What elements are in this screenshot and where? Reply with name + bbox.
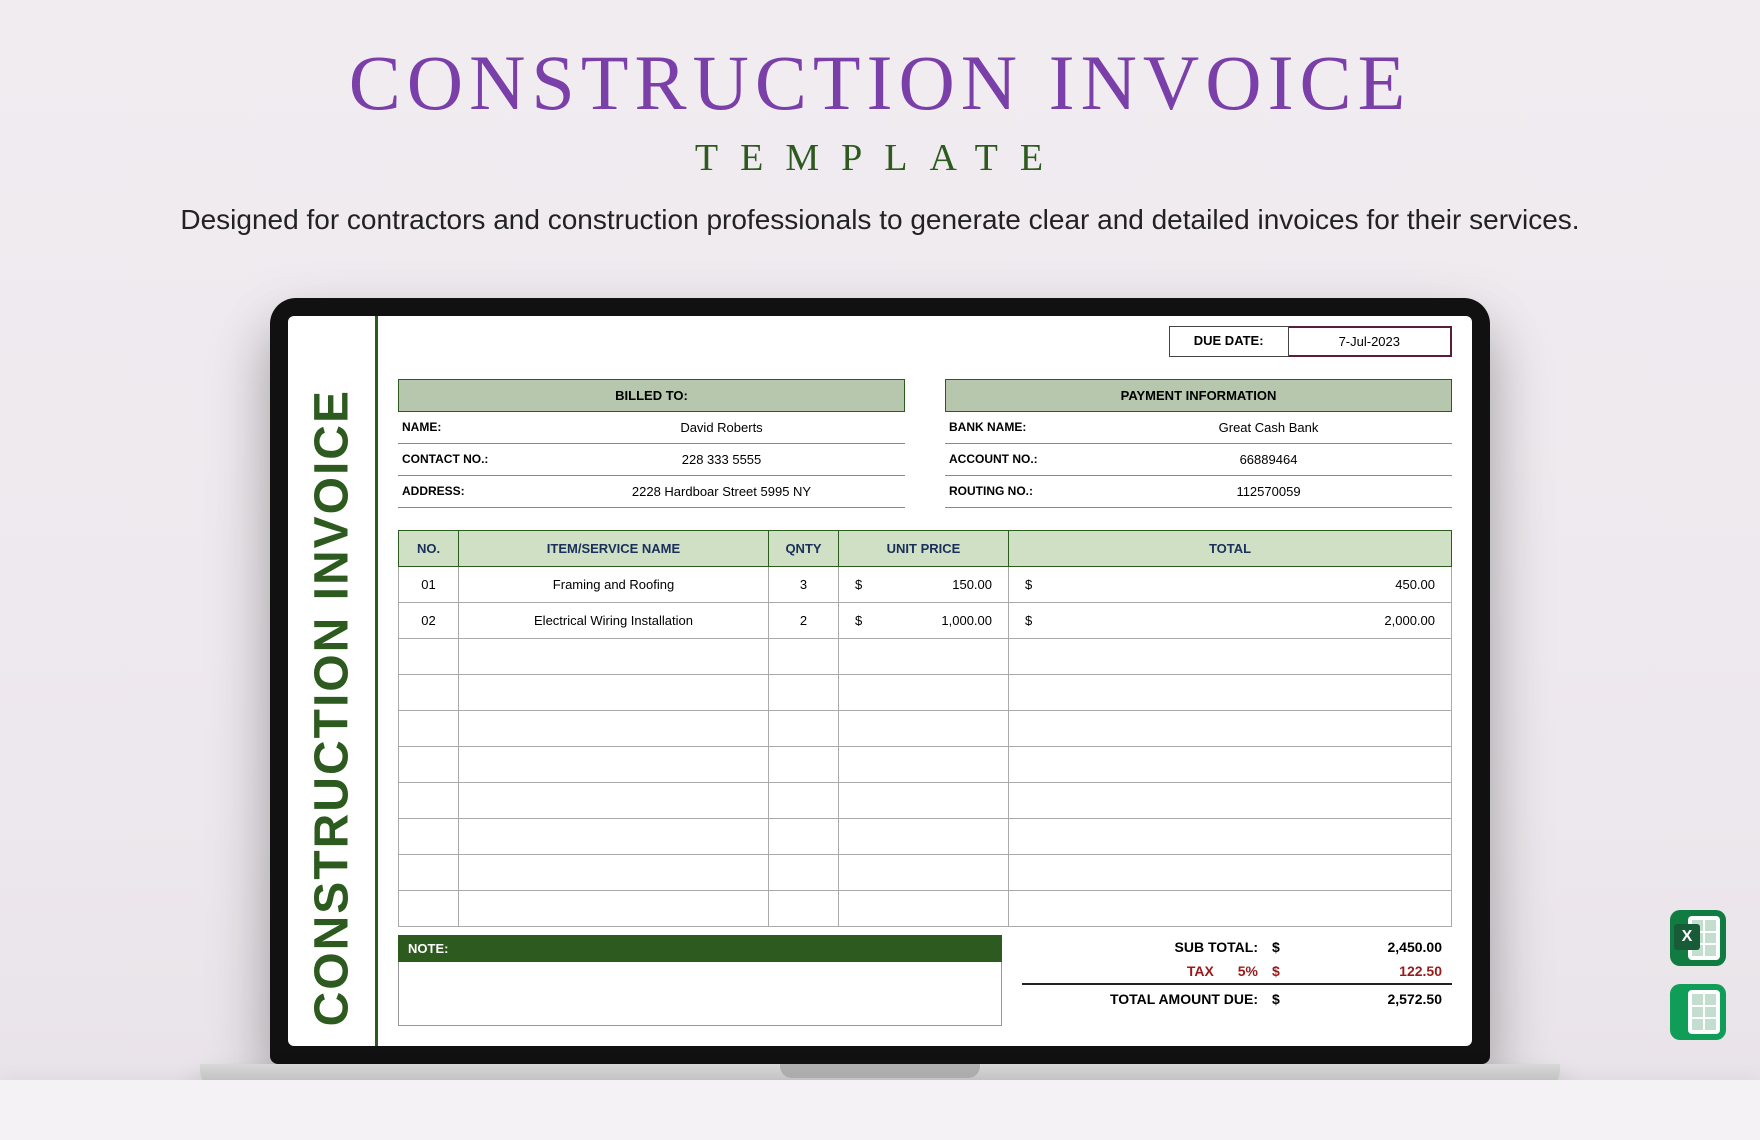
note-body <box>398 962 1002 1026</box>
payment-info-header: PAYMENT INFORMATION <box>945 379 1452 412</box>
field-label: ACCOUNT NO.: <box>945 444 1085 475</box>
col-no: NO. <box>399 531 459 567</box>
field-value: 112570059 <box>1085 476 1452 507</box>
tax-currency: $ <box>1272 963 1302 979</box>
table-row-empty <box>399 711 1452 747</box>
subtotal-currency: $ <box>1272 939 1302 955</box>
grand-label: TOTAL AMOUNT DUE: <box>1022 991 1272 1007</box>
totals-block: SUB TOTAL: $ 2,450.00 TAX 5% $ 122.5 <box>1022 935 1452 1026</box>
note-label: NOTE: <box>398 935 1002 962</box>
table-row-empty <box>399 783 1452 819</box>
payment-info-block: PAYMENT INFORMATION BANK NAME:Great Cash… <box>945 379 1452 508</box>
tax-percent: 5% <box>1238 963 1258 979</box>
note-box: NOTE: <box>398 935 1002 1026</box>
col-name: ITEM/SERVICE NAME <box>459 531 769 567</box>
field-value: 66889464 <box>1085 444 1452 475</box>
field-value: Great Cash Bank <box>1085 412 1452 443</box>
billed-to-header: BILLED TO: <box>398 379 905 412</box>
field-value: 2228 Hardboar Street 5995 NY <box>538 476 905 507</box>
payment-row: ACCOUNT NO.:66889464 <box>945 444 1452 476</box>
billed-to-row: NAME:David Roberts <box>398 412 905 444</box>
laptop-mockup: CONSTRUCTION INVOICE DUE DATE: 7-Jul-202… <box>270 298 1490 1092</box>
table-row-empty <box>399 639 1452 675</box>
col-total: TOTAL <box>1009 531 1452 567</box>
table-row-empty <box>399 819 1452 855</box>
payment-row: ROUTING NO.:112570059 <box>945 476 1452 508</box>
field-label: BANK NAME: <box>945 412 1085 443</box>
excel-x: X <box>1674 924 1700 950</box>
grand-currency: $ <box>1272 991 1302 1007</box>
excel-icon[interactable]: X <box>1670 910 1726 966</box>
cell-total: $2,000.00 <box>1009 603 1452 639</box>
table-row-empty <box>399 891 1452 927</box>
tax-label: TAX 5% <box>1022 963 1272 979</box>
hero-description: Designed for contractors and constructio… <box>0 204 1760 236</box>
cell-no: 02 <box>399 603 459 639</box>
field-label: ADDRESS: <box>398 476 538 507</box>
invoice-sidebar: CONSTRUCTION INVOICE <box>288 316 378 1046</box>
due-date-value: 7-Jul-2023 <box>1289 326 1452 357</box>
sidebar-title: CONSTRUCTION INVOICE <box>304 389 359 1026</box>
table-row: 02Electrical Wiring Installation2$1,000.… <box>399 603 1452 639</box>
hero-title: CONSTRUCTION INVOICE <box>0 0 1760 128</box>
subtotal-label: SUB TOTAL: <box>1022 939 1272 955</box>
surface <box>0 1080 1760 1140</box>
google-sheets-icon[interactable] <box>1670 984 1726 1040</box>
cell-qty: 2 <box>769 603 839 639</box>
table-row: 01Framing and Roofing3$150.00$450.00 <box>399 567 1452 603</box>
cell-no: 01 <box>399 567 459 603</box>
field-value: 228 333 5555 <box>538 444 905 475</box>
cell-unit: $1,000.00 <box>839 603 1009 639</box>
table-row-empty <box>399 675 1452 711</box>
field-label: ROUTING NO.: <box>945 476 1085 507</box>
col-unit: UNIT PRICE <box>839 531 1009 567</box>
cell-unit: $150.00 <box>839 567 1009 603</box>
hero-subtitle: TEMPLATE <box>0 136 1760 180</box>
cell-qty: 3 <box>769 567 839 603</box>
billed-to-row: CONTACT NO.:228 333 5555 <box>398 444 905 476</box>
grand-value: 2,572.50 <box>1302 991 1452 1007</box>
field-value: David Roberts <box>538 412 905 443</box>
format-icons: X <box>1670 910 1726 1040</box>
field-label: NAME: <box>398 412 538 443</box>
table-row-empty <box>399 747 1452 783</box>
cell-name: Electrical Wiring Installation <box>459 603 769 639</box>
due-date-label: DUE DATE: <box>1169 326 1289 357</box>
col-qty: QNTY <box>769 531 839 567</box>
field-label: CONTACT NO.: <box>398 444 538 475</box>
billed-to-block: BILLED TO: NAME:David RobertsCONTACT NO.… <box>398 379 905 508</box>
billed-to-row: ADDRESS:2228 Hardboar Street 5995 NY <box>398 476 905 508</box>
table-row-empty <box>399 855 1452 891</box>
items-table: NO. ITEM/SERVICE NAME QNTY UNIT PRICE TO… <box>398 530 1452 927</box>
due-date-row: DUE DATE: 7-Jul-2023 <box>398 326 1452 357</box>
payment-row: BANK NAME:Great Cash Bank <box>945 412 1452 444</box>
tax-value: 122.50 <box>1302 963 1452 979</box>
subtotal-value: 2,450.00 <box>1302 939 1452 955</box>
cell-name: Framing and Roofing <box>459 567 769 603</box>
cell-total: $450.00 <box>1009 567 1452 603</box>
